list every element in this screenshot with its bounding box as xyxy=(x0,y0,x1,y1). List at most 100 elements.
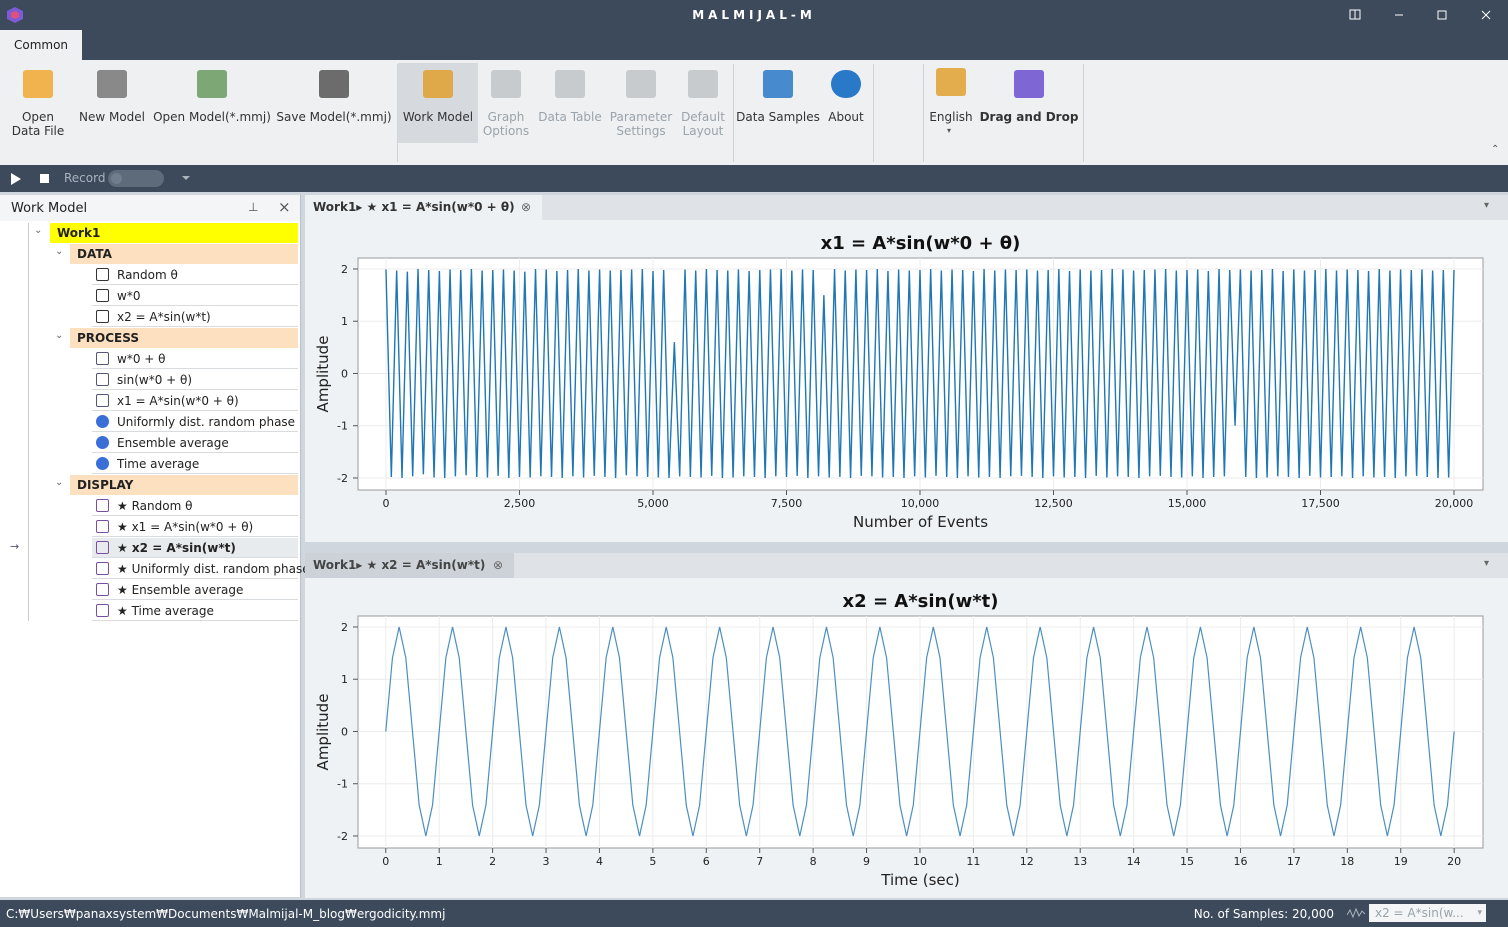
x-tick-label: 15,000 xyxy=(1168,497,1207,510)
ribbon-button[interactable]: New Model xyxy=(78,110,146,124)
collapse-ribbon[interactable]: ⌃ xyxy=(1491,144,1500,155)
ribbon-button[interactable]: Save Model(*.mmj) xyxy=(276,110,392,124)
series-line xyxy=(385,268,1455,479)
tree-section[interactable]: DISPLAY xyxy=(70,475,298,495)
item-icon xyxy=(96,394,109,407)
ribbon-button[interactable]: Data Table xyxy=(538,110,602,124)
tree-item[interactable]: sin(w*0 + θ) xyxy=(92,370,298,390)
ribbon-icon xyxy=(23,70,53,98)
record-label: Record xyxy=(64,171,106,185)
tree-item[interactable]: x2 = A*sin(w*t) xyxy=(92,307,298,327)
tree-item[interactable]: ★ Random θ xyxy=(92,496,298,516)
tree-item[interactable]: ★ x2 = A*sin(w*t) xyxy=(92,538,298,558)
item-icon xyxy=(96,604,109,617)
tab-menu[interactable]: ▾ xyxy=(1484,558,1490,569)
tree-item[interactable]: ★ Time average xyxy=(92,601,298,621)
x-axis-label: Time (sec) xyxy=(880,871,959,889)
ribbon-tab[interactable]: Common xyxy=(0,30,82,60)
panel-header xyxy=(0,195,300,221)
x-tick-label: 11 xyxy=(966,855,980,868)
y-tick-label: -2 xyxy=(337,472,348,485)
ribbon-icon xyxy=(423,70,453,98)
x-tick-label: 17,500 xyxy=(1301,497,1340,510)
ribbon-button[interactable]: Parameter Settings xyxy=(609,110,673,138)
group-separator xyxy=(733,64,734,162)
ribbon-icon xyxy=(1014,70,1044,98)
tree-item[interactable]: w*0 + θ xyxy=(92,349,298,369)
ribbon-button[interactable]: About xyxy=(828,110,864,124)
tab-menu[interactable]: ▾ xyxy=(1484,200,1490,211)
y-tick-label: -1 xyxy=(337,778,348,791)
tree-item[interactable]: x1 = A*sin(w*0 + θ) xyxy=(92,391,298,411)
tree-item[interactable]: Uniformly dist. random phase xyxy=(92,412,298,432)
ribbon-icon xyxy=(97,70,127,98)
tree-item[interactable]: w*0 xyxy=(92,286,298,306)
tree-item[interactable]: ★ Uniformly dist. random phase xyxy=(92,559,310,579)
ribbon-button[interactable]: English xyxy=(929,110,973,124)
x-tick-label: 9 xyxy=(863,855,870,868)
expander: ⌄ xyxy=(34,225,43,236)
x-tick-label: 20,000 xyxy=(1435,497,1474,510)
tree-root[interactable]: Work1 xyxy=(50,223,298,243)
series-combo[interactable]: x2 = A*sin(w... ▾ xyxy=(1369,904,1486,922)
document-tab[interactable]: Work1▸ ★ x2 = A*sin(w*t) ⊗ xyxy=(305,553,514,578)
y-tick-label: 0 xyxy=(341,725,348,738)
ribbon-button[interactable]: Default Layout xyxy=(681,110,725,138)
dropdown-arrow: ▾ xyxy=(947,126,952,135)
play-button[interactable] xyxy=(8,171,24,187)
title-bar: MALMIJAL-M xyxy=(0,0,1508,30)
x-tick-label: 0 xyxy=(382,855,389,868)
x-tick-label: 7 xyxy=(756,855,763,868)
x-tick-label: 13 xyxy=(1073,855,1087,868)
ribbon-button[interactable]: Open Data File xyxy=(11,110,65,138)
tree-item[interactable]: Random θ xyxy=(92,265,298,285)
tree-item[interactable]: Time average xyxy=(92,454,298,474)
tree-item[interactable]: Ensemble average xyxy=(92,433,298,453)
ribbon-button[interactable]: Drag and Drop xyxy=(979,110,1079,124)
record-toggle[interactable] xyxy=(108,170,164,187)
ribbon-button[interactable]: Open Model(*.mmj) xyxy=(153,110,271,124)
x-axis-label: Number of Events xyxy=(853,513,988,531)
pin-button[interactable]: ⊥ xyxy=(248,200,259,214)
ribbon-tab-row xyxy=(0,30,1508,60)
item-icon xyxy=(96,541,109,554)
group-separator xyxy=(873,64,874,162)
tree-guide xyxy=(28,223,29,621)
item-icon xyxy=(96,583,109,596)
document-tab[interactable]: Work1▸ ★ x1 = A*sin(w*0 + θ) ⊗ xyxy=(305,195,542,220)
series-line xyxy=(385,626,1455,837)
tree-section[interactable]: DATA xyxy=(70,244,298,264)
ribbon-button[interactable]: Graph Options xyxy=(482,110,530,138)
stop-button[interactable] xyxy=(38,171,52,187)
chart-title: x1 = A*sin(w*0 + θ) xyxy=(821,233,1021,254)
x-tick-label: 1 xyxy=(436,855,443,868)
tree-section[interactable]: PROCESS xyxy=(70,328,298,348)
chart: x2 = A*sin(w*t) Time (sec) Amplitude -2 -1 0 1… xyxy=(305,578,1508,898)
x-tick-label: 15 xyxy=(1180,855,1194,868)
item-icon xyxy=(96,310,109,323)
y-tick-label: 2 xyxy=(341,263,348,276)
item-icon xyxy=(96,268,109,281)
close-button[interactable]: × xyxy=(278,198,291,216)
tree-item[interactable]: ★ Ensemble average xyxy=(92,580,298,600)
ribbon-button[interactable]: Work Model xyxy=(402,110,474,124)
item-icon xyxy=(96,457,109,470)
current-arrow: → xyxy=(10,540,20,553)
y-tick-label: 1 xyxy=(341,315,348,328)
x-tick-label: 17 xyxy=(1287,855,1301,868)
expander: ⌄ xyxy=(55,330,64,341)
window-controls[interactable] xyxy=(1340,5,1508,25)
ribbon-icon xyxy=(555,70,585,98)
ribbon-button[interactable]: Data Samples xyxy=(736,110,820,124)
item-icon xyxy=(96,562,109,575)
tab-label: Work1▸ ★ x1 = A*sin(w*0 + θ) xyxy=(313,200,515,214)
tree-item[interactable]: ★ x1 = A*sin(w*0 + θ) xyxy=(92,517,298,537)
x-tick-label: 2,500 xyxy=(504,497,536,510)
ribbon-icon xyxy=(319,70,349,98)
ribbon-icon xyxy=(763,70,793,98)
item-icon xyxy=(96,520,109,533)
toolbar-dropdown[interactable] xyxy=(180,173,192,183)
x-tick-label: 16 xyxy=(1233,855,1247,868)
y-tick-label: 0 xyxy=(341,367,348,380)
